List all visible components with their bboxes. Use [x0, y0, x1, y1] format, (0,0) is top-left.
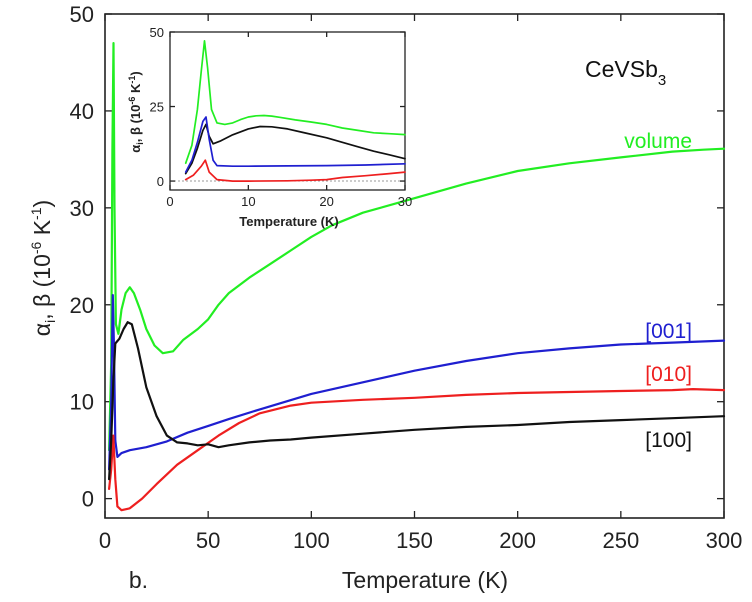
main-y-tick-label: 40 — [70, 99, 94, 124]
main-x-tick-label: 100 — [293, 528, 330, 553]
inset-y-tick-label: 50 — [150, 25, 164, 40]
main-series-label-001: [001] — [645, 320, 692, 343]
inset-y-tick-label: 0 — [157, 174, 164, 189]
inset-series-001-line — [184, 116, 406, 173]
main-x-tick-label: 0 — [99, 528, 111, 553]
inset-series-100-line — [184, 123, 406, 175]
inset-y-tick-label: 25 — [150, 100, 164, 115]
main-x-tick-label: 300 — [706, 528, 743, 553]
main-y-axis-title: αi, β (10-6 K-1) — [28, 200, 58, 336]
inset-series-010-line — [184, 159, 406, 182]
main-series-volume-line — [108, 42, 726, 452]
panel-label: b. — [129, 567, 148, 593]
inset-plot-frame — [169, 31, 406, 191]
inset-x-tick-label: 0 — [166, 194, 173, 209]
inset-x-axis-title: Temperature (K) — [239, 214, 338, 229]
main-y-tick-label: 50 — [70, 2, 94, 27]
inset-x-tick-label: 10 — [241, 194, 255, 209]
main-x-tick-label: 150 — [396, 528, 433, 553]
main-x-tick-label: 250 — [602, 528, 639, 553]
main-series-010-line — [108, 388, 726, 512]
inset-plot: 0 10 20 30 0 25 50 — [150, 25, 413, 209]
main-series-001-line — [108, 294, 726, 471]
inset-x-tick-label: 30 — [398, 194, 412, 209]
main-y-tick-label: 10 — [70, 390, 94, 415]
main-y-tick-label: 30 — [70, 196, 94, 221]
inset-y-axis-title: αi, β (10-6 K-1) — [127, 71, 145, 152]
main-x-tick-label: 200 — [499, 528, 536, 553]
main-series-100-line — [108, 321, 726, 481]
main-y-tick-label: 20 — [70, 293, 94, 318]
main-x-tick-label: 50 — [196, 528, 220, 553]
compound-label: CeVSb3 — [585, 56, 666, 89]
main-plot: 0 50 100 150 200 250 30001020304050volume[001]… — [70, 2, 743, 553]
main-x-axis-title: Temperature (K) — [342, 567, 508, 593]
inset-series-volume-line — [184, 40, 406, 165]
inset-x-tick-label: 20 — [319, 194, 333, 209]
main-y-tick-label: 0 — [82, 487, 94, 512]
main-series-label-100: [100] — [645, 429, 692, 452]
main-series-label-010: [010] — [645, 363, 692, 386]
main-series-label-volume: volume — [624, 130, 692, 153]
